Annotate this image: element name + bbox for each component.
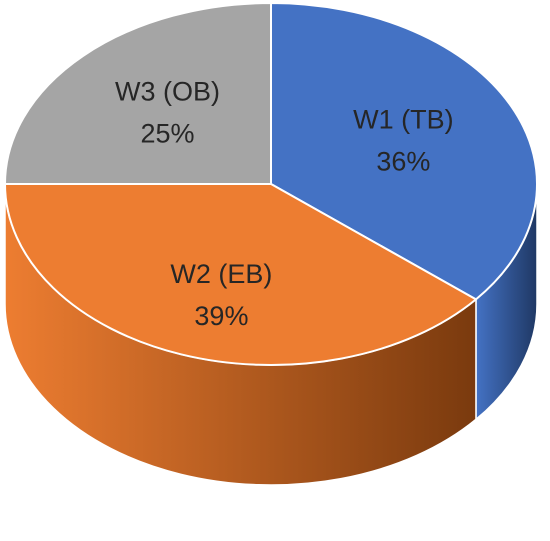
pie-top-layer (4, 2, 538, 366)
pie-label-layer: W1 (TB) 36% W2 (EB) 39% W3 (OB) 25% (115, 77, 454, 331)
slice-label-2: W2 (EB) (170, 259, 272, 289)
slice-percent-1: 36% (376, 147, 430, 177)
slice-label-3: W3 (OB) (115, 77, 220, 107)
slice-percent-3: 25% (141, 119, 195, 149)
slice-label-1: W1 (TB) (353, 105, 454, 135)
pie-slice-1 (270, 2, 538, 301)
slice-percent-2: 39% (194, 301, 248, 331)
pie-slice-2 (4, 183, 477, 366)
pie-slice-3 (4, 2, 272, 185)
